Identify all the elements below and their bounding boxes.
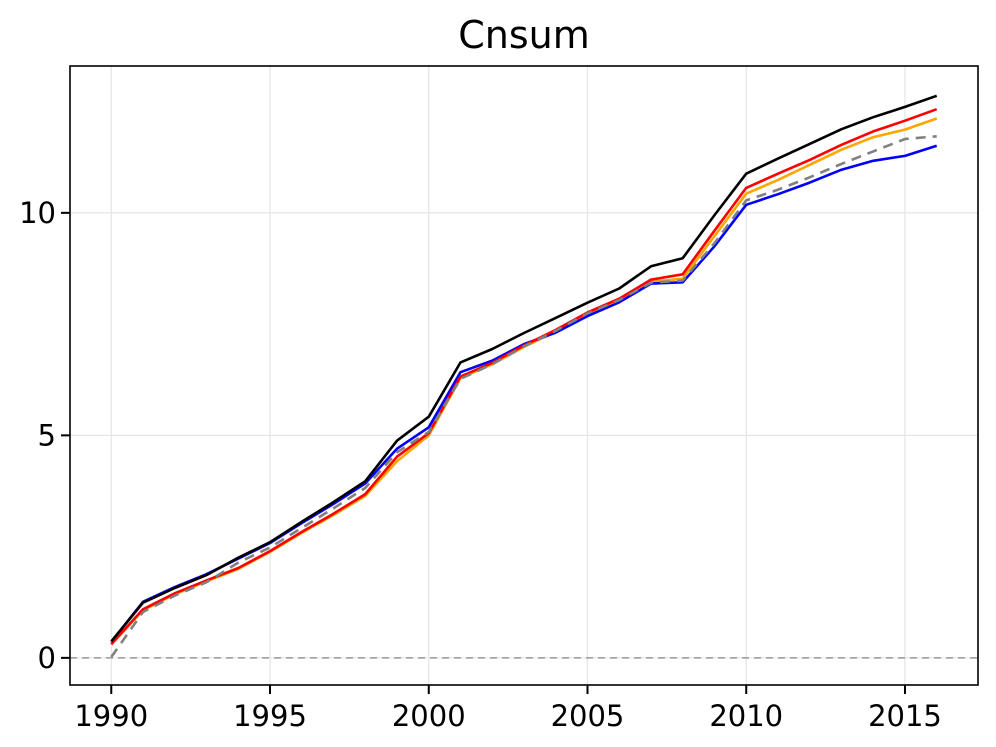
y-tick-label: 5 <box>38 418 56 452</box>
y-tick-label: 0 <box>38 641 56 675</box>
chart-title: Cnsum <box>458 13 590 57</box>
x-tick-label: 2005 <box>551 699 625 733</box>
plot-border <box>69 65 979 686</box>
series-blue-line <box>110 144 938 643</box>
x-tick-label: 2015 <box>868 699 942 733</box>
series-gray-dashed-line <box>110 135 937 658</box>
series-layer <box>110 94 938 658</box>
grid-layer <box>70 66 978 685</box>
x-tick-label: 1995 <box>233 699 307 733</box>
series-black-line <box>110 94 938 643</box>
x-tick-label: 2000 <box>392 699 466 733</box>
x-tick-label: 2010 <box>709 699 783 733</box>
y-tick-label: 10 <box>19 196 56 230</box>
axis-layer: 1990 1995 2000 2005 2010 2015 0 5 10 <box>19 65 979 733</box>
x-tick-label: 1990 <box>74 699 148 733</box>
